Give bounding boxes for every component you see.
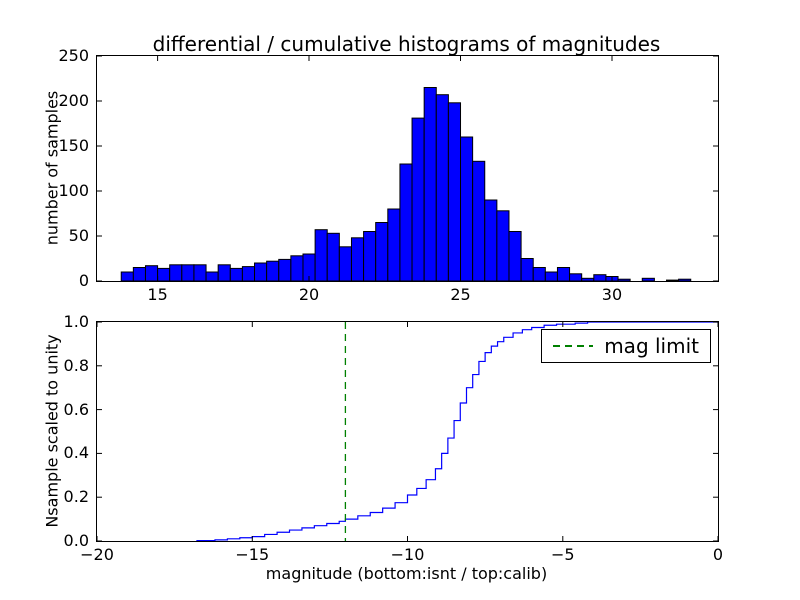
histogram-bar — [641, 277, 655, 281]
histogram-bar — [678, 278, 692, 281]
histogram-bar — [387, 208, 401, 281]
histogram-bar — [447, 102, 462, 281]
histogram-bar — [241, 266, 256, 281]
y-tick-label: 0 — [78, 271, 89, 290]
y-tick-label: 0.8 — [63, 355, 89, 375]
y-tick-label: 250 — [58, 46, 89, 65]
y-tick-label: 1.0 — [63, 312, 89, 331]
y-tick-label: 150 — [58, 136, 89, 155]
y-tick-label: 0.4 — [63, 443, 89, 463]
histogram-bar — [556, 267, 571, 281]
y-tick-label: 50 — [68, 226, 89, 245]
histogram-bar — [205, 271, 219, 281]
chart-title: differential / cumulative histograms of … — [152, 32, 661, 56]
histogram-bar — [375, 222, 389, 281]
histogram-bar — [338, 246, 352, 281]
histogram-bar — [593, 274, 607, 281]
histogram-bar — [254, 262, 268, 281]
histogram-bar — [532, 267, 546, 281]
y-tick-label: 0.2 — [63, 487, 89, 507]
x-tick-label: 25 — [450, 285, 471, 304]
differential-histogram-axes — [96, 55, 719, 282]
histogram-bar — [411, 117, 425, 281]
histogram-bar — [193, 264, 207, 281]
x-tick-label: 15 — [147, 285, 168, 304]
histogram-bar — [363, 231, 377, 281]
histogram-bar — [569, 273, 583, 281]
histogram-bar — [423, 87, 437, 281]
histogram-bar — [666, 279, 680, 281]
histogram-bar — [314, 229, 328, 281]
histogram-bar — [508, 231, 522, 281]
histogram-bar — [484, 199, 498, 281]
legend-entry-label: mag limit — [604, 334, 699, 358]
cumulative-curve — [196, 322, 718, 541]
legend-dashed-line-icon — [553, 345, 594, 347]
y-tick-label: 0.0 — [63, 531, 89, 550]
histogram-bar — [472, 160, 486, 281]
histogram-bar — [399, 163, 413, 281]
x-tick-label: −15 — [235, 545, 270, 564]
x-tick-label: 30 — [601, 285, 623, 304]
histogram-bar — [217, 264, 231, 281]
x-tick-label: −20 — [80, 545, 114, 564]
histogram-bar — [581, 277, 595, 281]
differential-histogram-plot — [97, 56, 718, 281]
histogram-bar — [169, 264, 183, 281]
histogram-bar — [278, 258, 292, 281]
histogram-bar — [181, 264, 195, 281]
x-tick-label: −5 — [550, 545, 575, 564]
histogram-bar — [290, 255, 304, 281]
histogram-bar — [326, 232, 340, 281]
histogram-bar — [266, 260, 280, 281]
x-axis-label: magnitude (bottom:isnt / top:calib) — [265, 564, 548, 583]
histogram-bar — [617, 278, 631, 281]
y-tick-label: 100 — [58, 181, 89, 200]
histogram-bar — [460, 136, 474, 281]
histogram-bar — [435, 94, 449, 281]
legend: mag limit — [541, 329, 711, 363]
histogram-bar — [350, 237, 365, 281]
x-tick-label: −10 — [390, 545, 425, 564]
x-tick-label: 20 — [298, 285, 320, 304]
histogram-bar — [496, 210, 510, 281]
histogram-bar — [520, 258, 534, 281]
x-tick-label: 0 — [712, 545, 724, 564]
y-tick-label: 200 — [58, 91, 89, 110]
histogram-bar — [229, 267, 243, 281]
y-tick-label: 0.6 — [63, 399, 89, 419]
histogram-bar — [157, 267, 171, 281]
cumulative-histogram-plot — [97, 322, 718, 541]
histogram-bar — [120, 271, 134, 281]
cumulative-histogram-axes: mag limit — [96, 321, 719, 542]
histogram-bar — [132, 267, 146, 281]
histogram-bar — [544, 271, 558, 281]
histogram-bar — [144, 265, 159, 281]
top-y-axis-label: number of samples — [42, 90, 62, 246]
